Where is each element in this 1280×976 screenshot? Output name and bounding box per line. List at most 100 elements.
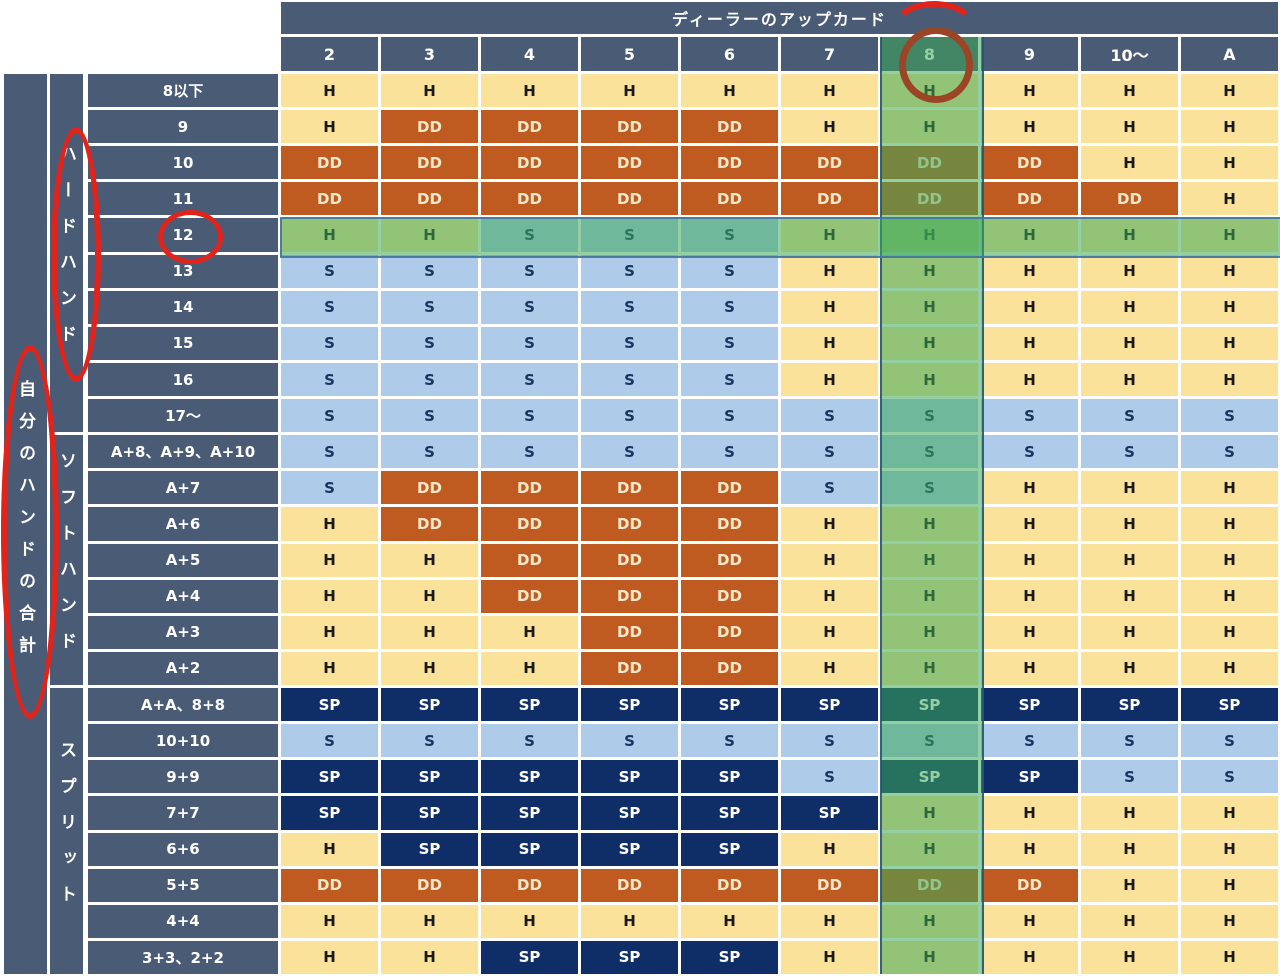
cell-4+4-vs-2: H xyxy=(281,904,378,938)
cell-17〜-vs-9: S xyxy=(981,399,1078,433)
cell-4+4-vs-6: H xyxy=(681,904,778,938)
cell-5+5-vs-6: DD xyxy=(681,868,778,902)
cell-A+6-vs-10〜: H xyxy=(1081,507,1178,541)
cell-A+4-vs-2: H xyxy=(281,579,378,613)
cell-9+9-vs-2: SP xyxy=(281,760,378,794)
cell-12-vs-3: H xyxy=(381,218,478,252)
dealer-upcard-A: A xyxy=(1181,37,1278,71)
cell-17〜-vs-8: S xyxy=(881,399,978,433)
cell-A+8、A+9、A+10-vs-A: S xyxy=(1181,435,1278,469)
player-hand-total-label: 自分のハンドの合計 xyxy=(15,380,35,668)
cell-A+A、8+8-vs-8: SP xyxy=(881,688,978,722)
cell-17〜-vs-7: S xyxy=(781,399,878,433)
cell-6+6-vs-2: H xyxy=(281,832,378,866)
row-label-13: 13 xyxy=(88,254,278,288)
cell-A+2-vs-9: H xyxy=(981,651,1078,686)
cell-A+4-vs-8: H xyxy=(881,579,978,613)
section-split-label: スプリット xyxy=(56,741,76,921)
cell-16-vs-2: S xyxy=(281,362,378,397)
cell-14-vs-A: H xyxy=(1181,290,1278,324)
cell-7+7-vs-A: H xyxy=(1181,796,1278,830)
row-label-A+4: A+4 xyxy=(88,579,278,613)
cell-A+5-vs-7: H xyxy=(781,543,878,577)
cell-9-vs-2: H xyxy=(281,110,378,144)
cell-A+4-vs-4: DD xyxy=(481,579,578,613)
cell-10-vs-10〜: H xyxy=(1081,146,1178,180)
cell-16-vs-8: H xyxy=(881,362,978,397)
cell-A+3-vs-5: DD xyxy=(581,615,678,649)
cell-5+5-vs-2: DD xyxy=(281,868,378,902)
cell-7+7-vs-9: H xyxy=(981,796,1078,830)
cell-10-vs-5: DD xyxy=(581,146,678,180)
cell-10+10-vs-3: S xyxy=(381,724,478,758)
cell-7+7-vs-8: H xyxy=(881,796,978,830)
cell-A+7-vs-10〜: H xyxy=(1081,471,1178,505)
cell-15-vs-7: H xyxy=(781,326,878,360)
cell-9+9-vs-4: SP xyxy=(481,760,578,794)
cell-A+A、8+8-vs-9: SP xyxy=(981,688,1078,722)
cell-10-vs-3: DD xyxy=(381,146,478,180)
cell-13-vs-A: H xyxy=(1181,254,1278,288)
cell-13-vs-5: S xyxy=(581,254,678,288)
cell-A+3-vs-8: H xyxy=(881,615,978,649)
dealer-upcard-6: 6 xyxy=(681,37,778,71)
cell-A+2-vs-7: H xyxy=(781,651,878,686)
cell-A+A、8+8-vs-2: SP xyxy=(281,688,378,722)
cell-10-vs-7: DD xyxy=(781,146,878,180)
cell-16-vs-A: H xyxy=(1181,362,1278,397)
cell-A+6-vs-A: H xyxy=(1181,507,1278,541)
cell-A+8、A+9、A+10-vs-3: S xyxy=(381,435,478,469)
cell-9+9-vs-6: SP xyxy=(681,760,778,794)
section-hard-hand: ハードハンド xyxy=(50,74,83,432)
section-split: スプリット xyxy=(50,688,83,974)
cell-6+6-vs-6: SP xyxy=(681,832,778,866)
cell-A+4-vs-3: H xyxy=(381,579,478,613)
cell-9+9-vs-3: SP xyxy=(381,760,478,794)
cell-16-vs-5: S xyxy=(581,362,678,397)
cell-A+3-vs-4: H xyxy=(481,615,578,649)
dealer-upcard-3: 3 xyxy=(381,37,478,71)
dealer-upcard-10〜: 10〜 xyxy=(1081,37,1178,71)
dealer-upcard-header-row: 2 3 4 5 6 7 8 9 10〜 A xyxy=(281,37,1278,71)
cell-11-vs-4: DD xyxy=(481,182,578,216)
cell-17〜-vs-4: S xyxy=(481,399,578,433)
cell-A+A、8+8-vs-5: SP xyxy=(581,688,678,722)
dealer-upcard-2: 2 xyxy=(281,37,378,71)
cell-13-vs-2: S xyxy=(281,254,378,288)
cell-10-vs-A: H xyxy=(1181,146,1278,180)
cell-12-vs-10〜: H xyxy=(1081,218,1178,252)
cell-5+5-vs-3: DD xyxy=(381,868,478,902)
cell-5+5-vs-8: DD xyxy=(881,868,978,902)
cell-9+9-vs-5: SP xyxy=(581,760,678,794)
cell-9+9-vs-8: SP xyxy=(881,760,978,794)
row-label-7+7: 7+7 xyxy=(88,796,278,830)
cell-7+7-vs-4: SP xyxy=(481,796,578,830)
cell-11-vs-3: DD xyxy=(381,182,478,216)
cell-10+10-vs-7: S xyxy=(781,724,878,758)
cell-14-vs-4: S xyxy=(481,290,578,324)
cell-A+2-vs-5: DD xyxy=(581,651,678,686)
cell-A+5-vs-A: H xyxy=(1181,543,1278,577)
row-label-A+A、8+8: A+A、8+8 xyxy=(88,688,278,722)
cell-A+7-vs-7: S xyxy=(781,471,878,505)
cell-13-vs-10〜: H xyxy=(1081,254,1178,288)
cell-6+6-vs-5: SP xyxy=(581,832,678,866)
cell-10+10-vs-8: S xyxy=(881,724,978,758)
cell-17〜-vs-10〜: S xyxy=(1081,399,1178,433)
cell-11-vs-5: DD xyxy=(581,182,678,216)
cell-4+4-vs-9: H xyxy=(981,904,1078,938)
cell-A+6-vs-8: H xyxy=(881,507,978,541)
cell-6+6-vs-10〜: H xyxy=(1081,832,1178,866)
cell-A+7-vs-5: DD xyxy=(581,471,678,505)
cell-6+6-vs-A: H xyxy=(1181,832,1278,866)
cell-11-vs-8: DD xyxy=(881,182,978,216)
cell-A+3-vs-2: H xyxy=(281,615,378,649)
cell-7+7-vs-7: SP xyxy=(781,796,878,830)
cell-A+7-vs-2: S xyxy=(281,471,378,505)
cell-A+4-vs-7: H xyxy=(781,579,878,613)
cell-A+3-vs-10〜: H xyxy=(1081,615,1178,649)
cell-A+8、A+9、A+10-vs-4: S xyxy=(481,435,578,469)
cell-8以下-vs-6: H xyxy=(681,74,778,108)
cell-15-vs-3: S xyxy=(381,326,478,360)
cell-12-vs-7: H xyxy=(781,218,878,252)
